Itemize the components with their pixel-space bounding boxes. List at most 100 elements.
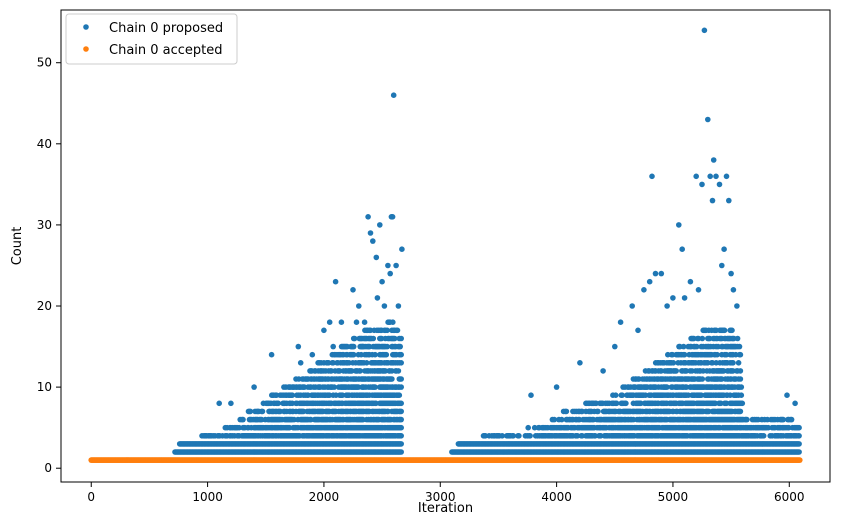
proposed-point	[525, 424, 531, 431]
proposed-point	[499, 433, 506, 439]
proposed-point	[617, 319, 624, 326]
proposed-point	[721, 327, 728, 334]
proposed-point	[398, 408, 405, 415]
points-layer	[88, 27, 803, 463]
proposed-point	[377, 222, 383, 228]
proposed-point	[613, 400, 620, 407]
proposed-point	[350, 287, 356, 293]
proposed-point	[681, 295, 688, 301]
proposed-point	[372, 351, 378, 358]
proposed-point	[649, 173, 655, 180]
proposed-point	[729, 327, 735, 334]
proposed-point	[351, 335, 358, 342]
proposed-point	[259, 408, 266, 415]
proposed-point	[390, 319, 396, 326]
proposed-point	[635, 327, 641, 334]
proposed-point	[356, 303, 362, 309]
proposed-point	[398, 424, 405, 431]
proposed-point	[695, 287, 702, 293]
proposed-point	[730, 360, 736, 366]
legend-box	[65, 13, 238, 65]
proposed-point	[701, 27, 708, 34]
proposed-point	[396, 392, 403, 399]
proposed-point	[652, 270, 659, 277]
proposed-point	[379, 278, 385, 285]
proposed-point	[612, 392, 619, 399]
proposed-point	[321, 327, 327, 334]
proposed-point	[330, 343, 337, 350]
proposed-point	[390, 92, 397, 98]
x-tick-label: 5000	[658, 490, 689, 504]
y-axis-label: Count	[10, 227, 25, 266]
x-axis-label: Iteration	[418, 501, 473, 516]
proposed-point	[664, 303, 670, 309]
proposed-point	[553, 384, 560, 390]
x-tick-label: 1000	[192, 490, 223, 504]
proposed-point	[641, 287, 647, 293]
proposed-point	[361, 319, 368, 326]
proposed-point	[681, 351, 688, 358]
proposed-point	[389, 214, 396, 220]
proposed-point	[516, 433, 522, 439]
legend-label-accepted: Chain 0 accepted	[109, 43, 223, 58]
proposed-point	[387, 270, 394, 277]
proposed-point	[595, 408, 601, 415]
proposed-point	[619, 392, 625, 399]
proposed-point	[673, 368, 679, 374]
proposed-point	[705, 116, 711, 123]
plot-frame	[60, 9, 831, 483]
y-tick-label: 0	[44, 461, 52, 475]
proposed-point	[612, 343, 618, 350]
proposed-point	[297, 360, 304, 366]
proposed-point	[693, 343, 700, 350]
proposed-point	[734, 303, 740, 309]
proposed-point	[629, 303, 635, 309]
proposed-point	[738, 392, 745, 399]
proposed-point	[721, 246, 727, 252]
proposed-point	[398, 351, 405, 358]
proposed-point	[359, 343, 366, 350]
proposed-point	[353, 319, 360, 326]
x-tick-label: 0	[87, 490, 95, 504]
proposed-point	[398, 335, 405, 342]
proposed-point	[384, 327, 391, 334]
proposed-point	[398, 416, 405, 423]
proposed-point	[737, 408, 744, 415]
y-tick-label: 30	[37, 218, 52, 232]
proposed-point	[784, 392, 790, 399]
proposed-point	[710, 157, 717, 163]
proposed-point	[216, 400, 222, 407]
proposed-point	[398, 376, 405, 382]
proposed-point	[737, 376, 744, 382]
proposed-point	[735, 360, 742, 366]
proposed-point	[788, 416, 795, 423]
proposed-point	[381, 303, 388, 309]
proposed-point	[558, 416, 565, 423]
y-tick-label: 20	[37, 299, 52, 313]
accepted-point	[797, 457, 803, 463]
proposed-point	[551, 416, 558, 423]
proposed-point	[563, 408, 570, 415]
proposed-point	[395, 368, 402, 374]
proposed-point	[251, 384, 257, 390]
proposed-point	[384, 343, 391, 350]
proposed-point	[247, 408, 254, 415]
proposed-point	[398, 400, 405, 407]
proposed-point	[370, 335, 377, 342]
proposed-point	[398, 360, 405, 366]
proposed-point	[344, 360, 351, 366]
proposed-point	[699, 335, 706, 342]
y-tick-label: 50	[37, 56, 52, 70]
proposed-point	[737, 351, 744, 358]
proposed-point	[357, 368, 364, 374]
proposed-point	[600, 368, 606, 374]
x-tick-label: 6000	[774, 490, 805, 504]
proposed-point	[398, 449, 405, 455]
proposed-point	[398, 384, 405, 390]
proposed-point	[374, 295, 381, 301]
proposed-point	[687, 278, 694, 285]
proposed-point	[394, 327, 401, 334]
proposed-point	[699, 376, 706, 382]
proposed-point	[399, 246, 405, 252]
proposed-point	[510, 433, 517, 439]
